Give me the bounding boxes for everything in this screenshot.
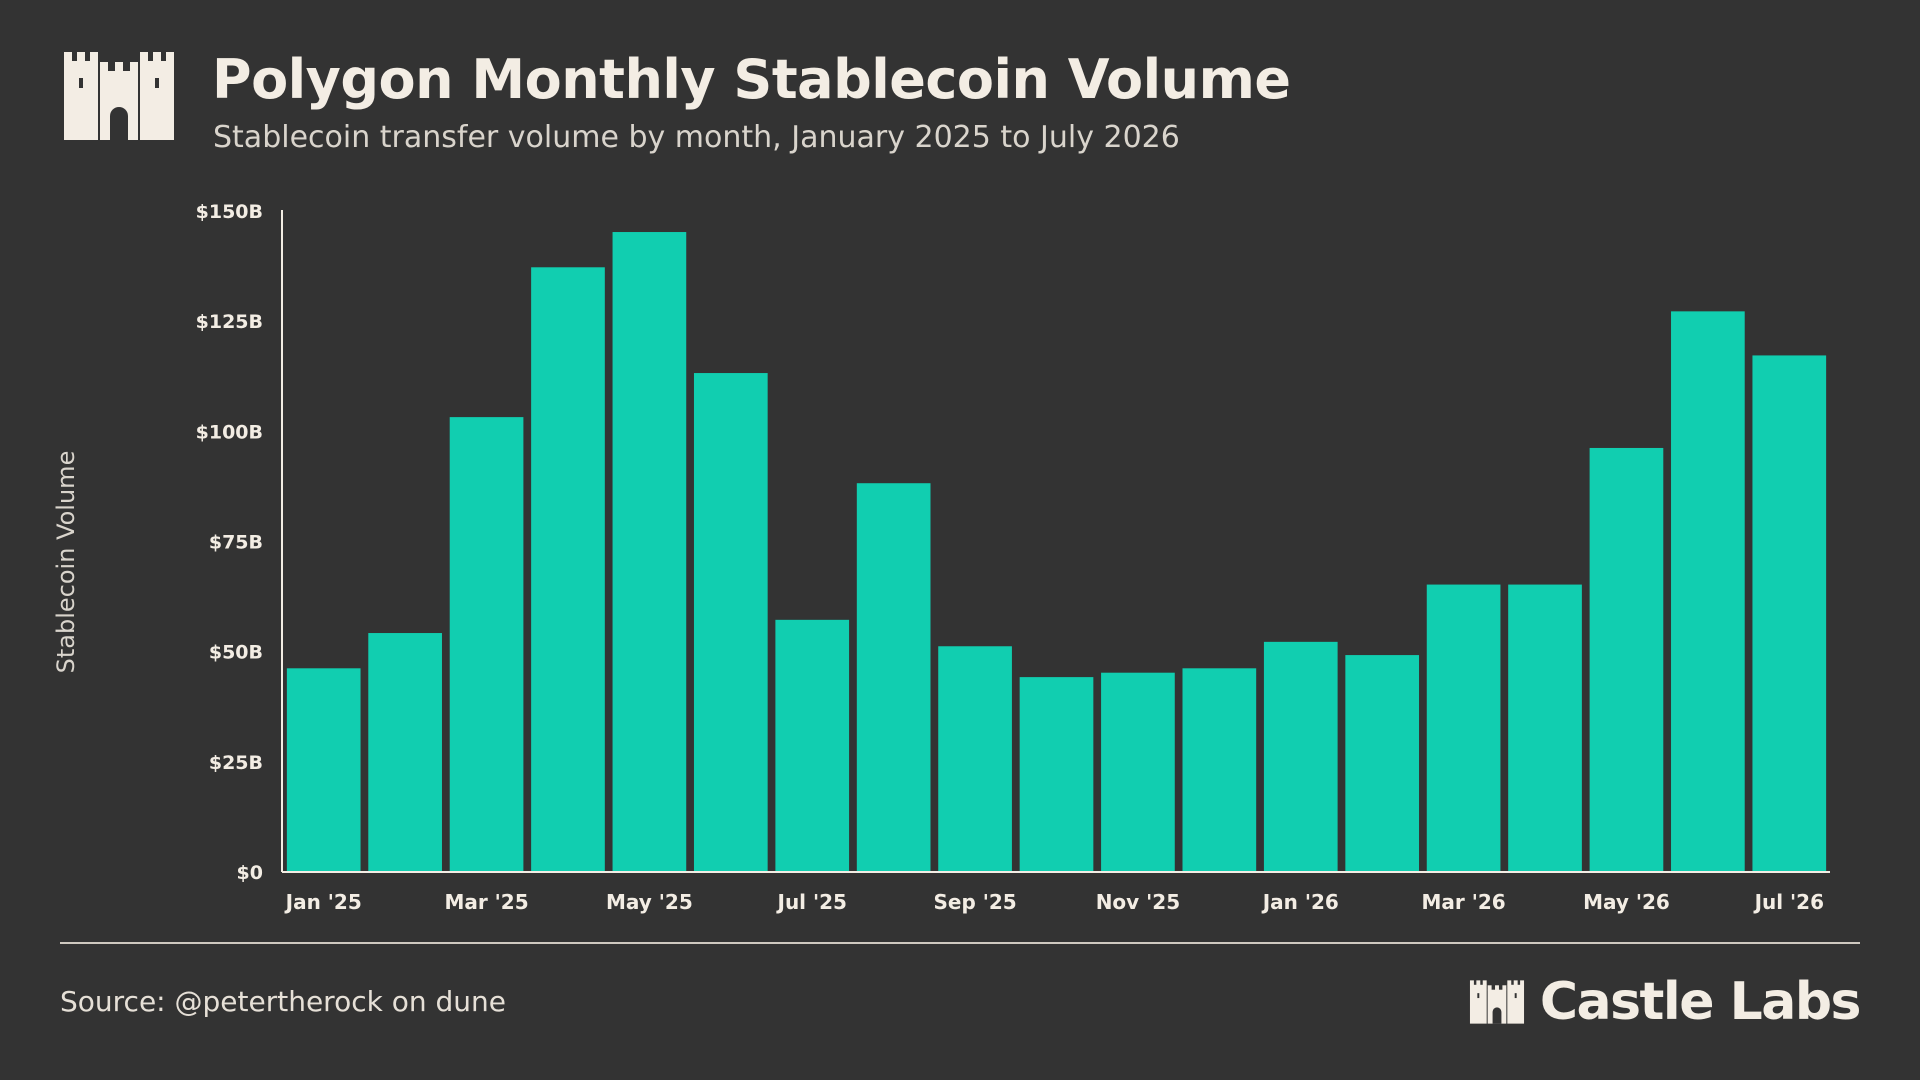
y-tick-label: $100B: [196, 421, 263, 443]
x-tick-label: Jul '26: [1753, 890, 1824, 914]
x-tick-label: Sep '25: [933, 890, 1016, 914]
x-tick-label: May '26: [1583, 890, 1670, 914]
castle-logo-icon: [64, 52, 174, 140]
bar-0: [286, 668, 361, 871]
y-tick-label: $150B: [196, 201, 263, 223]
bar-1: [368, 633, 442, 871]
bar-10: [1101, 672, 1175, 871]
y-axis-label: Stablecoin Volume: [52, 450, 80, 674]
x-tick-label: Nov '25: [1096, 890, 1180, 914]
castle-icon: [1469, 980, 1524, 1024]
source-note: Source: @petertherock on dune: [60, 985, 506, 1018]
bar-12: [1263, 641, 1338, 871]
bar-18: [1752, 355, 1827, 871]
y-tick-label: $75B: [209, 532, 263, 554]
bar-3: [531, 267, 605, 872]
y-tick-label: $125B: [196, 311, 263, 333]
y-tick-label: $0: [237, 862, 263, 884]
bar-13: [1345, 655, 1420, 871]
y-tick-label: $50B: [209, 642, 263, 664]
x-tick-label: Jan '26: [1261, 890, 1339, 914]
bar-15: [1508, 584, 1582, 871]
bar-16: [1589, 447, 1664, 871]
bar-9: [1019, 677, 1094, 871]
bar-17: [1671, 311, 1745, 871]
brand-logo[interactable]: Castle Labs: [1468, 972, 1862, 1032]
chart-title: Polygon Monthly Stablecoin Volume: [212, 48, 1291, 111]
bar-5: [693, 373, 768, 871]
footer-divider: [60, 942, 1860, 944]
bar-2: [449, 417, 524, 871]
x-tick-label: Mar '26: [1422, 890, 1506, 914]
brand-name: Castle Labs: [1539, 972, 1862, 1032]
x-tick-label: Jul '25: [776, 890, 847, 914]
bar-4: [612, 232, 687, 872]
x-tick-label: May '25: [606, 890, 693, 914]
x-tick-label: Mar '25: [444, 890, 528, 914]
chart-subtitle: Stablecoin transfer volume by month, Jan…: [213, 120, 1180, 155]
y-tick-label: $25B: [209, 752, 263, 774]
x-tick-label: Jan '25: [284, 890, 362, 914]
bar-7: [856, 483, 931, 871]
bar-8: [938, 646, 1012, 871]
bar-11: [1182, 668, 1257, 871]
bar-14: [1426, 584, 1501, 871]
bar-6: [775, 619, 850, 871]
